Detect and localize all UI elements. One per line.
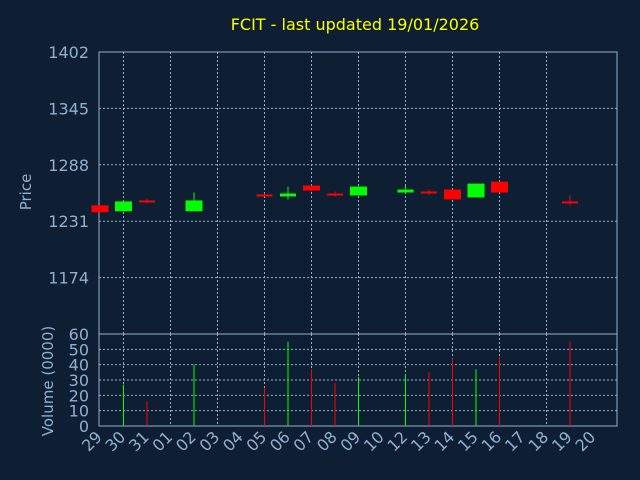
candle: [91, 205, 109, 213]
candle: [256, 193, 273, 197]
price-candles: [91, 181, 578, 213]
x-axis-label: Day: [332, 458, 362, 476]
candle: [491, 181, 508, 193]
candle: [421, 189, 437, 195]
candle-body: [185, 200, 203, 212]
candle: [185, 192, 203, 212]
candle: [350, 186, 367, 196]
candle-body: [91, 205, 109, 213]
candle-body: [350, 186, 367, 196]
candle-body: [256, 194, 273, 197]
chart-title: FCIT - last updated 19/01/2026: [231, 15, 480, 34]
candle: [444, 189, 461, 200]
volume-y-tick-label: 30: [69, 371, 89, 390]
price-y-tick-label: 1231: [48, 212, 89, 231]
volume-bars: [123, 341, 571, 426]
candle: [303, 185, 320, 192]
volume-y-tick-label: 50: [69, 340, 89, 359]
price-axis-label: Price: [17, 174, 35, 211]
candle: [139, 198, 155, 204]
volume-axis-label: Volume (0000): [39, 326, 57, 436]
candle: [467, 183, 485, 198]
price-y-tick-label: 1402: [48, 43, 89, 62]
volume-y-tick-label: 20: [69, 386, 89, 405]
candle: [115, 200, 132, 212]
volume-y-tick-label: 40: [69, 356, 89, 375]
candle: [327, 191, 343, 197]
candle-body: [491, 181, 508, 193]
candle: [397, 185, 414, 194]
candle: [280, 186, 296, 200]
candle-body: [444, 189, 461, 200]
price-y-tick-labels: 1402 1345 1288 1231 1174: [48, 43, 89, 288]
volume-y-tick-label: 10: [69, 402, 89, 421]
candle-body: [303, 185, 320, 191]
price-y-tick-label: 1288: [48, 156, 89, 175]
volume-y-tick-label: 60: [69, 325, 89, 344]
candle-body: [467, 183, 485, 198]
candle: [562, 195, 578, 206]
candle-body: [562, 201, 578, 204]
candle-body: [397, 189, 414, 193]
candle-body: [139, 200, 155, 203]
price-y-tick-label: 1345: [48, 99, 89, 118]
price-y-tick-label: 1174: [48, 269, 89, 288]
volume-y-tick-label: 0: [79, 417, 89, 436]
candle-body: [327, 193, 343, 196]
candle-body: [115, 201, 132, 212]
candle-body: [280, 193, 296, 197]
candle-body: [421, 191, 437, 194]
